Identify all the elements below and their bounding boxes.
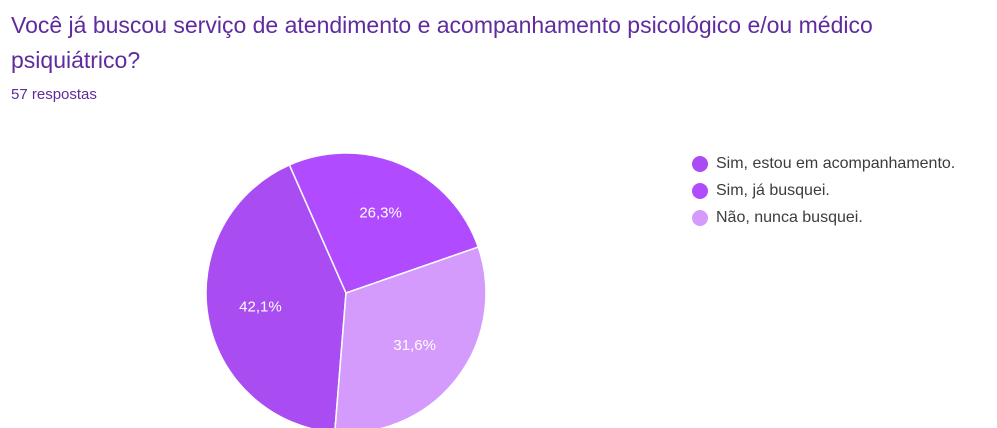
legend-swatch <box>692 183 708 199</box>
slice-label: 31,6% <box>393 337 436 354</box>
slice-label: 42,1% <box>239 298 282 315</box>
legend-swatch <box>692 210 708 226</box>
pie-slice <box>288 152 480 294</box>
legend-swatch <box>692 156 708 172</box>
chart-title: Você já buscou serviço de atendimento e … <box>11 12 873 73</box>
pie-slice <box>205 163 347 428</box>
legend-label: Sim, já busquei. <box>716 182 830 199</box>
slice-label: 26,3% <box>359 204 402 221</box>
pie-slice <box>334 246 487 428</box>
legend-label: Sim, estou em acompanhamento. <box>716 155 955 172</box>
legend-label: Não, nunca busquei. <box>716 209 863 226</box>
response-count: 57 respostas <box>11 86 97 103</box>
